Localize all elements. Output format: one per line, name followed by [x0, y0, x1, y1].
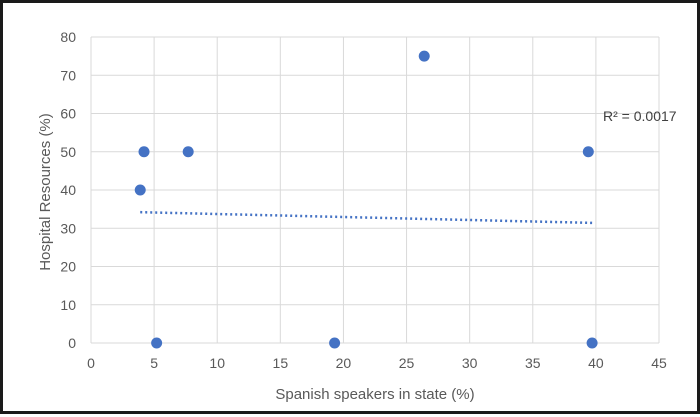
y-axis-title: Hospital Resources (%)	[37, 113, 54, 271]
data-points	[134, 50, 598, 349]
r-squared-annotation: R² = 0.0017	[603, 108, 677, 124]
x-tick-label-4: 20	[336, 355, 352, 371]
data-point-0	[134, 184, 146, 196]
data-point-2	[151, 337, 163, 349]
x-tick-labels: 0 5 10 15 20 25 30 35 40 45	[87, 355, 667, 371]
x-tick-label-2: 10	[209, 355, 225, 371]
x-tick-label-1: 5	[150, 355, 158, 371]
data-point-5	[418, 50, 430, 62]
trendline-group	[140, 210, 593, 225]
data-point-4	[329, 337, 341, 349]
y-tick-labels: 0 10 20 30 40 50 60 70 80	[60, 29, 76, 351]
linear-trendline	[140, 210, 593, 225]
y-tick-label-4: 40	[60, 182, 76, 198]
y-tick-label-8: 80	[60, 29, 76, 45]
x-tick-label-6: 30	[462, 355, 478, 371]
data-point-7	[586, 337, 598, 349]
data-point-6	[582, 146, 594, 158]
data-point-3	[182, 146, 194, 158]
y-tick-label-7: 70	[60, 67, 76, 83]
scatter-chart: 0 5 10 15 20 25 30 35 40 45 0 10 20 30 40 50 60 70 80 Spa…	[37, 29, 677, 403]
y-tick-label-6: 60	[60, 106, 76, 122]
y-tick-label-3: 30	[60, 220, 76, 236]
data-point-1	[138, 146, 150, 158]
x-tick-label-0: 0	[87, 355, 95, 371]
x-tick-label-7: 35	[525, 355, 541, 371]
y-tick-label-1: 10	[60, 297, 76, 313]
y-tick-label-0: 0	[68, 335, 76, 351]
x-tick-label-9: 45	[651, 355, 667, 371]
x-tick-label-3: 15	[273, 355, 289, 371]
x-tick-label-5: 25	[399, 355, 415, 371]
gridlines	[90, 36, 660, 344]
x-tick-label-8: 40	[588, 355, 604, 371]
y-tick-label-5: 50	[60, 144, 76, 160]
x-axis-title: Spanish speakers in state (%)	[275, 386, 474, 403]
y-tick-label-2: 20	[60, 259, 76, 275]
